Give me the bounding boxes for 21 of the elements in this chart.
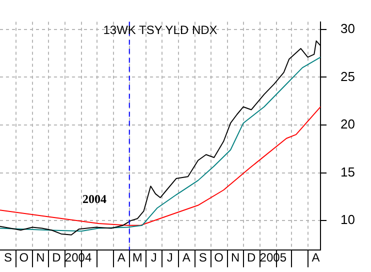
x-tick-label: J <box>166 250 173 265</box>
x-tick-label: A <box>117 250 126 265</box>
x-tick-label: S <box>4 250 12 265</box>
annotation: 2004 <box>82 192 107 206</box>
x-tick-label: J <box>150 250 157 265</box>
chart-title: 13WK TSY YLD NDX <box>103 23 218 38</box>
y-tick-label: 20 <box>340 116 356 132</box>
x-tick-label: D <box>52 250 62 265</box>
y-tick-label: 10 <box>340 212 356 228</box>
y-tick-label: 25 <box>340 68 356 84</box>
x-tick-label: M <box>132 250 142 265</box>
x-tick-label: D <box>246 250 256 265</box>
x-tick-label: N <box>231 250 240 265</box>
y-tick-label: 15 <box>340 164 356 180</box>
x-tick-label: S <box>198 250 207 265</box>
x-tick-label: N <box>36 250 45 265</box>
x-tick-label: O <box>19 250 29 265</box>
y-tick-label: 30 <box>340 21 356 36</box>
x-tick-label: A <box>312 250 320 265</box>
x-tick-label: A <box>182 250 190 265</box>
x-tick-label: O <box>214 250 224 265</box>
